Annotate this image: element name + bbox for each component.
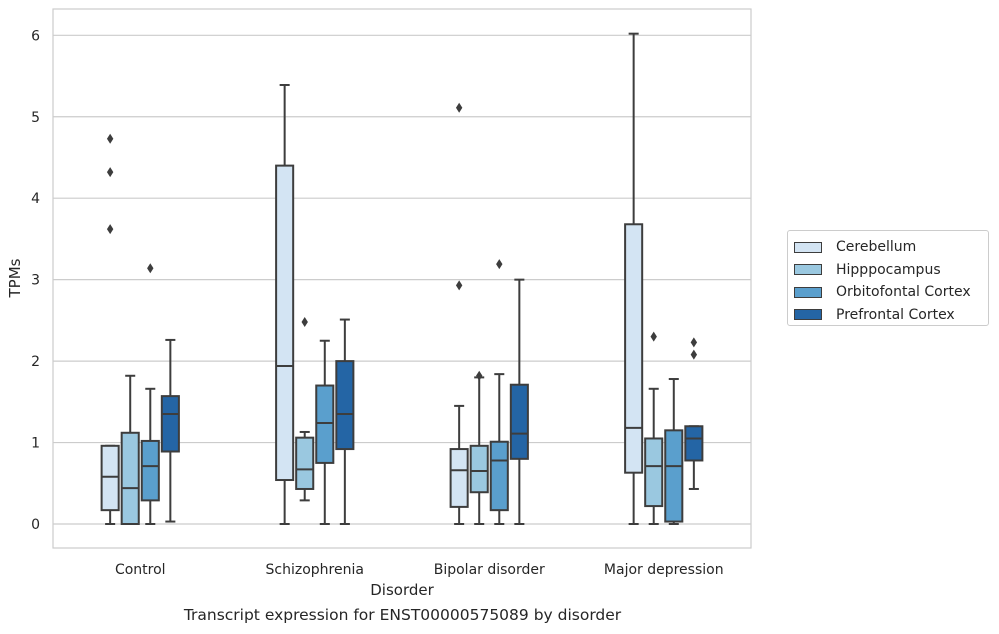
box-body (469, 444, 489, 494)
box-cerebellum (275, 83, 295, 525)
outlier-point (690, 337, 698, 348)
box-plot-series (100, 32, 704, 525)
y-tick-label: 5 (31, 110, 40, 126)
y-tick-label: 6 (31, 28, 40, 44)
outlier-point (496, 259, 503, 270)
box-body (509, 383, 529, 460)
outlier-point (455, 280, 463, 291)
outlier-point (106, 133, 114, 144)
plot-frame (52, 8, 752, 549)
legend-item: Prefrontal Cortex (794, 304, 988, 327)
outlier-point (301, 317, 308, 328)
outlier-point (650, 331, 657, 342)
box-prefrontal-cortex (509, 278, 529, 525)
outlier-point (455, 102, 463, 113)
box-orbitofontal-cortex (489, 259, 509, 525)
x-tick-labels: Control Schizophrenia Bipolar disorder Majo… (115, 562, 724, 578)
legend-label: Hipppocampus (836, 261, 941, 278)
outlier-point (106, 167, 114, 178)
box-body (684, 425, 704, 462)
x-axis-label: Disorder (370, 581, 434, 599)
box-prefrontal-cortex (160, 338, 180, 523)
outlier-point (106, 224, 114, 235)
legend-swatch (794, 241, 822, 253)
y-tick-label: 4 (31, 191, 40, 207)
y-tick-labels: 0 1 2 3 4 5 6 (31, 28, 40, 533)
box-body (644, 437, 664, 508)
box-hipppocampus (295, 317, 315, 502)
y-tick-label: 3 (31, 273, 40, 289)
legend-swatch (794, 309, 822, 321)
box-body (624, 223, 644, 474)
outlier-point (690, 349, 698, 360)
y-tick-label: 0 (31, 517, 40, 533)
box-hipppocampus (644, 331, 664, 525)
legend-item: Cerebellum (794, 236, 988, 259)
legend-item: Hipppocampus (794, 259, 988, 282)
figure-caption: Transcript expression for ENST0000057508… (183, 606, 622, 624)
outlier-point (476, 370, 483, 381)
x-tick-label: Major depression (604, 562, 724, 578)
y-axis-label: TPMs (6, 258, 24, 298)
box-orbitofontal-cortex (664, 378, 684, 525)
box-orbitofontal-cortex (140, 263, 160, 525)
legend-swatch (794, 264, 822, 276)
outlier-point (147, 263, 154, 274)
legend-label: Prefrontal Cortex (836, 306, 955, 323)
box-hipppocampus (120, 374, 140, 525)
box-prefrontal-cortex (684, 337, 704, 490)
box-body (120, 431, 140, 525)
box-body (160, 395, 180, 453)
box-body (295, 436, 315, 490)
y-tick-label: 1 (31, 436, 40, 452)
legend-label: Cerebellum (836, 239, 917, 256)
x-tick-label: Schizophrenia (266, 562, 364, 578)
box-orbitofontal-cortex (315, 339, 335, 525)
box-cerebellum (100, 133, 120, 525)
box-body (275, 164, 295, 482)
box-body (489, 440, 509, 512)
legend-label: Orbitofontal Cortex (836, 284, 971, 301)
box-body (664, 429, 684, 523)
box-body (140, 439, 160, 502)
y-tick-label: 2 (31, 354, 40, 370)
box-hipppocampus (469, 370, 489, 525)
box-body (449, 448, 469, 508)
x-tick-label: Control (115, 562, 166, 578)
box-cerebellum (449, 102, 469, 525)
box-body (100, 444, 120, 512)
legend: Cerebellum Hipppocampus Orbitofontal Corte… (787, 230, 989, 326)
box-prefrontal-cortex (335, 318, 355, 525)
box-body (315, 384, 335, 464)
legend-swatch (794, 286, 822, 298)
box-body (335, 360, 355, 451)
x-tick-label: Bipolar disorder (434, 562, 545, 578)
legend-item: Orbitofontal Cortex (794, 281, 988, 304)
box-cerebellum (624, 32, 644, 525)
